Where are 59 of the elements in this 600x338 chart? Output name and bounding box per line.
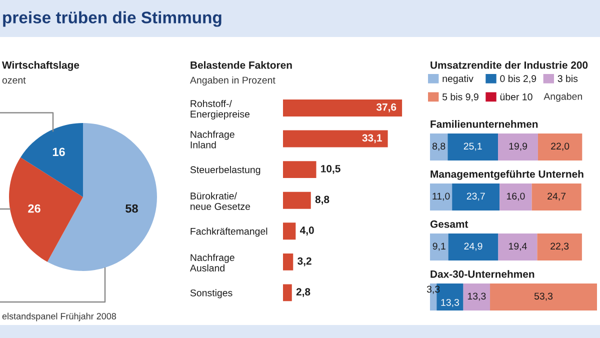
data-label: 8,8 xyxy=(432,142,446,151)
y-tick-label: Dax-30-Unternehmen xyxy=(430,270,534,278)
data-label: 13,3 xyxy=(468,292,486,301)
bar xyxy=(283,284,292,302)
chart-title: Wirtschaftslage xyxy=(2,61,80,71)
y-tick-label: Nachfrage Inland xyxy=(190,130,234,148)
legend-label: 5 bis 9,9 xyxy=(442,93,478,102)
data-label: 9,1 xyxy=(432,242,446,251)
data-label: 25,1 xyxy=(464,142,482,151)
data-label: 33,1 xyxy=(362,134,382,144)
data-label: 2,8 xyxy=(296,288,310,298)
data-label: 37,6 xyxy=(376,103,396,112)
y-tick-label: Sonstiges xyxy=(190,289,232,298)
bar xyxy=(283,192,311,209)
chart-title: Belastende Faktoren xyxy=(190,61,292,69)
data-label: 23,7 xyxy=(466,192,485,201)
data-label: 22,0 xyxy=(551,142,570,151)
chart-title: Umsatzrendite der Industrie 200 xyxy=(430,61,588,69)
annotation: Angaben xyxy=(544,92,582,102)
pie-slice xyxy=(9,157,83,262)
pie-slice xyxy=(20,123,83,197)
y-tick-label: Fachkräftemangel xyxy=(190,228,268,237)
legend-label: negativ xyxy=(442,74,474,84)
data-label: 11,0 xyxy=(432,192,450,201)
chart-subtitle: ozent xyxy=(2,77,26,84)
bar xyxy=(283,100,402,116)
data-label: 58 xyxy=(126,204,138,213)
y-tick-label: Managementgeführte Unterneh xyxy=(430,170,584,180)
data-label: 16,0 xyxy=(506,192,525,201)
data-label: 3,2 xyxy=(298,257,312,266)
y-tick-label: Familienunternehmen xyxy=(430,120,538,128)
data-label: 10,5 xyxy=(321,164,340,174)
y-tick-label: Bürokratie/ neue Gesetze xyxy=(190,192,250,210)
data-label: 53,3 xyxy=(534,292,553,301)
bar xyxy=(283,130,388,148)
data-label: 16 xyxy=(52,148,65,156)
y-tick-label: Rohstoff-/ Energiepreise xyxy=(190,100,250,120)
y-tick-label: Steuerbelastung xyxy=(190,166,260,176)
data-label: 24,9 xyxy=(464,242,482,251)
data-label: 13,3 xyxy=(441,298,460,308)
legend-label: 0 bis 2,9 xyxy=(500,74,536,84)
y-tick-label: Nachfrage Ausland xyxy=(190,254,234,272)
data-label: 24,7 xyxy=(548,192,566,201)
bar xyxy=(283,161,316,178)
data-label: 8,8 xyxy=(315,196,330,205)
data-label: 26 xyxy=(28,204,40,213)
data-label: 19,4 xyxy=(508,242,527,251)
pie-slice xyxy=(47,123,157,271)
data-label: 4,0 xyxy=(300,226,314,236)
text: preise trüben die Stimmung xyxy=(3,11,222,27)
bar xyxy=(283,222,296,240)
chart-subtitle: Angaben in Prozent xyxy=(190,76,276,86)
legend-label: über 10 xyxy=(500,93,532,100)
data-label: 22,3 xyxy=(550,242,569,251)
data-label: 19,9 xyxy=(509,142,528,151)
text: elstandspanel Frühjahr 2008 xyxy=(2,312,116,322)
bar xyxy=(283,253,294,270)
y-tick-label: Gesamt xyxy=(430,220,468,228)
legend-label: 3 bis xyxy=(558,74,578,82)
